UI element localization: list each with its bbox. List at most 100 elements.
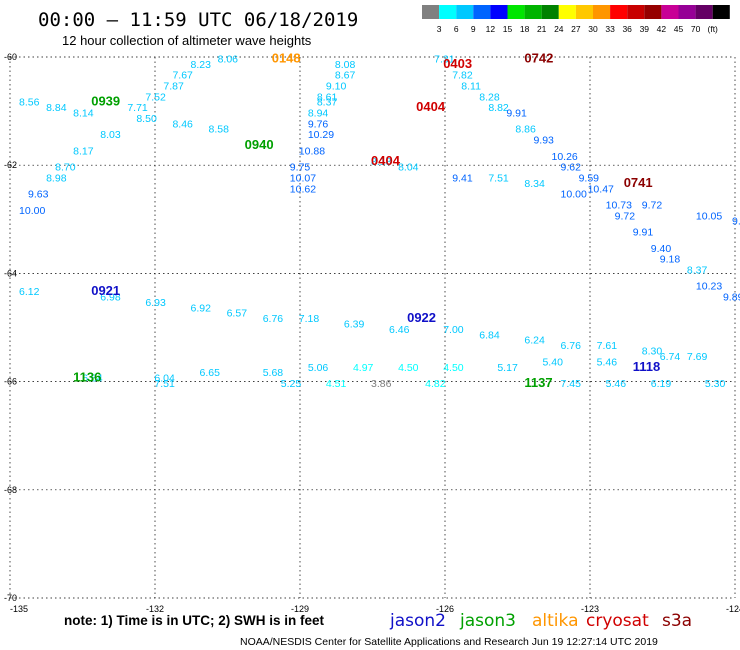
swh-value: 9.62 [561,162,582,174]
y-tick-label: -68 [4,485,17,495]
chart-subtitle: 12 hour collection of altimeter wave hei… [62,33,312,48]
y-tick-label: -62 [4,160,17,170]
colorbar-swatch [507,5,525,19]
pass-time-label: 0921 [91,283,120,298]
swh-value: 5.40 [542,356,563,368]
swh-value: 4.50 [443,362,464,374]
swh-value: 5.68 [263,367,284,379]
swh-value: 8.30 [642,346,663,358]
swh-value: 9.72 [642,199,663,211]
chart-title: 00:00 – 11:59 UTC 06/18/2019 [38,9,358,31]
swh-value: 8.58 [209,124,230,136]
pass-time-label: 0403 [443,56,472,71]
swh-value: 10.23 [696,281,722,293]
swh-value: 6.76 [561,340,582,352]
colorbar-swatch [456,5,474,19]
swh-value: 9.59 [579,172,600,184]
swh-value: 9.75 [290,162,311,174]
swh-value: 7.82 [452,70,473,82]
y-tick-label: -60 [4,52,17,62]
swh-value: 8.04 [398,162,419,174]
swh-value: 8.11 [461,80,481,92]
swh-value: 7.87 [163,80,184,92]
swh-value: 6.39 [344,319,365,331]
x-tick-label: -135 [10,604,28,614]
swh-value: 7.69 [687,351,708,363]
swh-value: 9.18 [660,254,681,266]
swh-value: 8.03 [100,129,121,141]
pass-time-label: 0939 [91,94,120,109]
colorbar-label: 12 [486,24,496,34]
swh-value: 8.94 [308,108,329,120]
swh-value: 8.18 [371,156,392,168]
swh-value: 6.93 [145,297,166,309]
swh-value: 10.29 [308,129,334,141]
pass-time-label: 1137 [524,375,552,390]
swh-value: 8.17 [73,145,94,157]
colorbar-label: 6 [454,24,459,34]
colorbar-label: 45 [674,24,684,34]
colorbar-swatch [627,5,645,19]
swh-value: 7.31 [434,53,455,65]
legend-cryosat: cryosat [586,611,649,631]
swh-value: 8.50 [136,113,157,125]
swh-value: 8.37 [687,264,708,276]
pass-time-label: 1118 [633,359,661,374]
swh-value: 9.76 [308,118,329,130]
swh-value: 9.40 [651,243,672,255]
colorbar-swatch [473,5,491,19]
y-tick-label: -70 [4,593,17,603]
y-tick-label: -64 [4,268,17,278]
swh-value: 10.62 [290,183,316,195]
swh-value: 6.92 [191,302,212,314]
swh-value: 9.91 [506,108,527,120]
pass-time-label: 0940 [245,137,274,152]
swh-value: 9.72 [615,210,636,222]
swh-value: 6.12 [19,286,40,298]
swh-value: 9.89 [723,291,740,303]
swh-value: 6.24 [524,335,545,347]
x-tick-label: -126 [436,604,454,614]
swh-value: 10.00 [19,205,45,217]
swh-value: 6.46 [389,324,410,336]
swh-value: 5.17 [497,362,518,374]
swh-value: 8.34 [524,178,545,190]
swh-value: 10.88 [299,145,325,157]
colorbar-swatch [678,5,696,19]
swh-value: 6.04 [154,373,175,385]
swh-value: 10.07 [290,172,316,184]
colorbar-swatch [644,5,662,19]
colorbar-label: 36 [622,24,632,34]
swh-value: 8.56 [19,97,40,109]
pass-time-label: 0922 [407,310,436,325]
colorbar-label: 24 [554,24,564,34]
swh-value: 4.51 [326,378,347,390]
swh-value: 7.52 [145,91,166,103]
swh-value: 9.42 [732,216,740,228]
swh-value: 9.93 [533,135,554,147]
swh-value: 8.67 [335,70,356,82]
swh-value: 10.05 [696,210,722,222]
colorbar-label: 9 [471,24,476,34]
colorbar-label: 33 [605,24,615,34]
swh-value: 7.71 [127,102,148,114]
time-labels: 0148040307420404040409390940074109410921… [73,50,661,390]
colorbar-label: 27 [571,24,581,34]
colorbar-swatch [541,5,559,19]
swh-value: 8.82 [488,102,509,114]
swh-value: 5.25 [281,378,302,390]
satellite-legend: jason2 jason3 altika cryosat s3a [389,611,692,631]
data-points: 8.56 8.84 8.14 8.03 8.17 8.708.98 9.63 10.00 8.0… [19,53,740,390]
grid [9,56,736,599]
swh-value: 8.86 [515,124,536,136]
pass-time-label: 1136 [73,370,101,385]
swh-value: 8.28 [479,91,500,103]
swh-value: 5.30 [705,378,726,390]
colorbar-swatch [661,5,679,19]
legend-jason3: jason3 [459,611,516,631]
swh-value: 8.46 [172,118,193,130]
colorbar-label: 21 [537,24,547,34]
swh-value: 10.73 [606,199,632,211]
colorbar-label: 39 [640,24,650,34]
swh-value: 7.45 [561,378,582,390]
